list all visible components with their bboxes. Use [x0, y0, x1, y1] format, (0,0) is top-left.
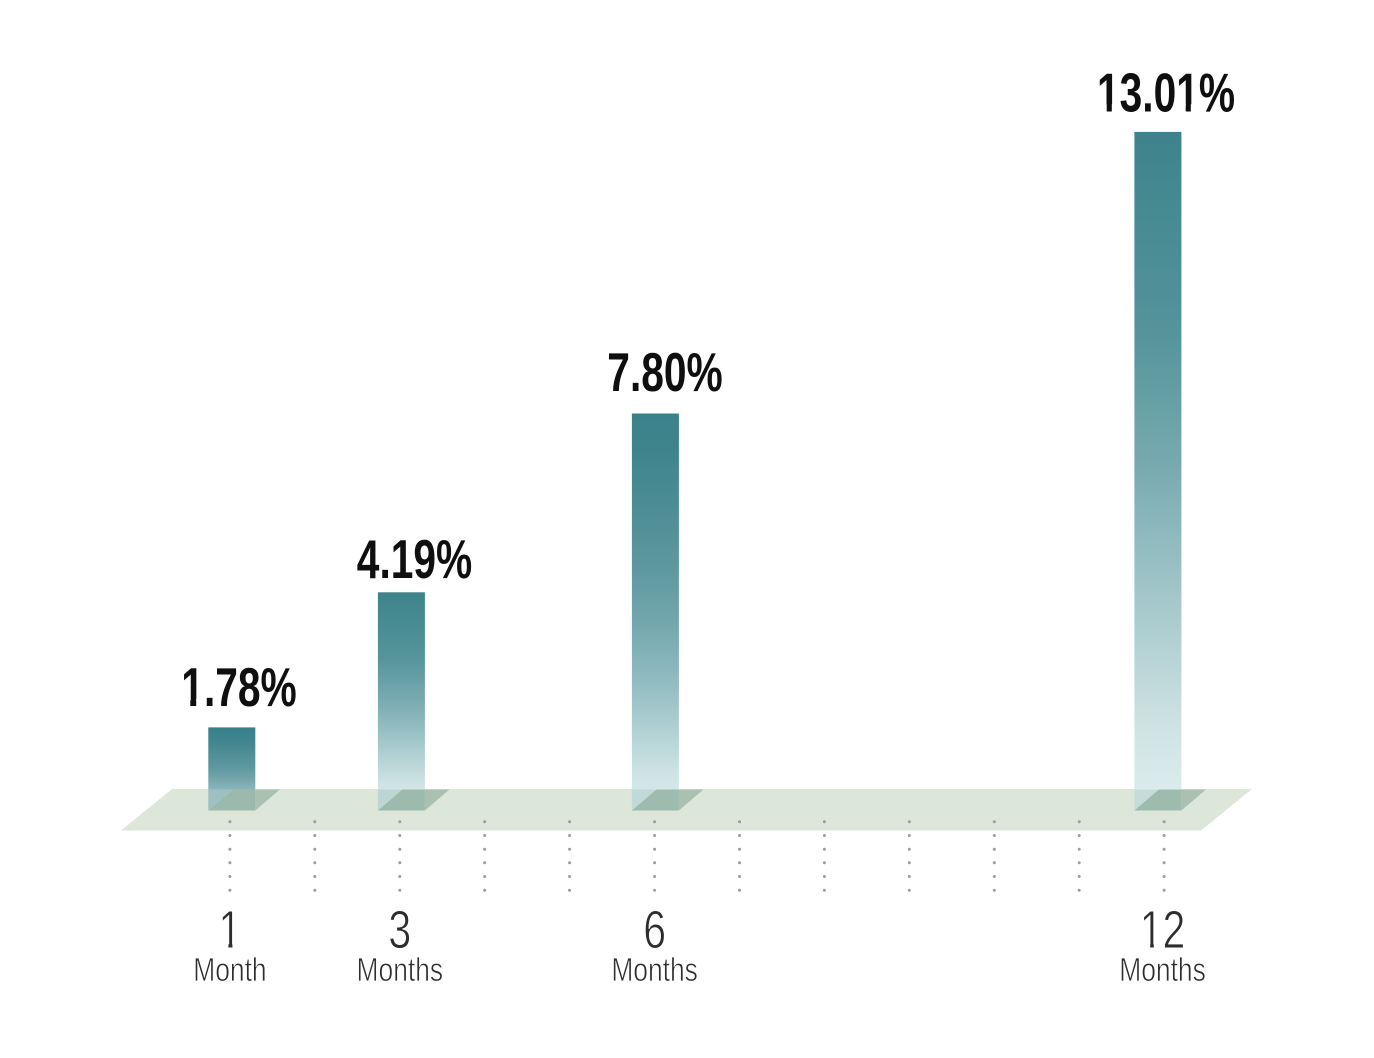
svg-text:Months: Months	[611, 952, 698, 988]
svg-text:12: 12	[1140, 901, 1186, 961]
svg-text:3: 3	[388, 901, 411, 961]
svg-text:6: 6	[643, 901, 666, 961]
svg-text:1.78%: 1.78%	[181, 657, 296, 718]
svg-text:Month: Month	[193, 952, 266, 988]
svg-text:Months: Months	[1119, 952, 1206, 988]
svg-text:7.80%: 7.80%	[607, 342, 722, 403]
svg-text:4.19%: 4.19%	[357, 529, 472, 590]
svg-text:Months: Months	[357, 952, 444, 988]
svg-text:13.01%: 13.01%	[1097, 63, 1235, 124]
